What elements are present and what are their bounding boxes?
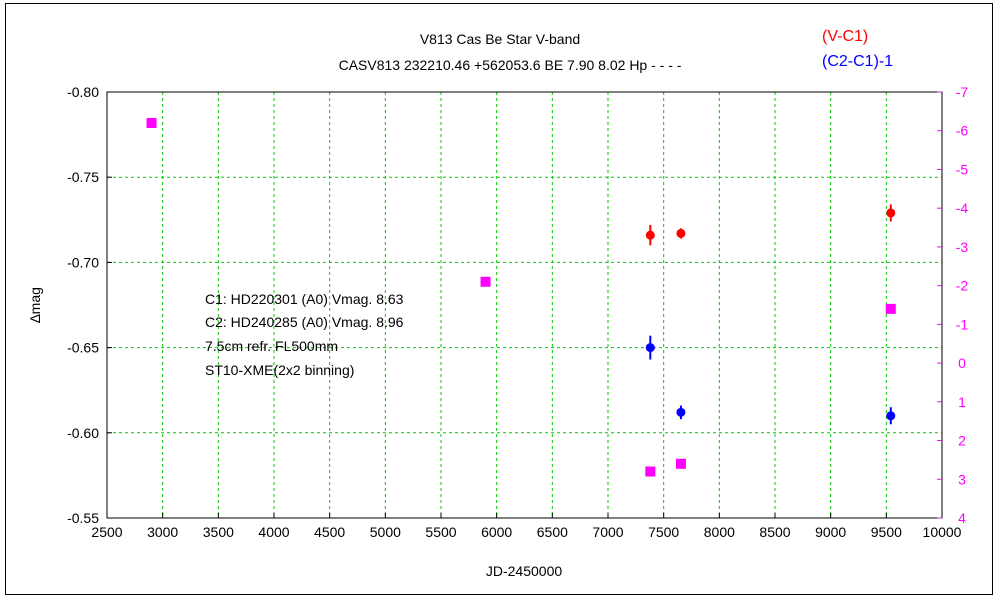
y-right-tick-label: -7 bbox=[956, 84, 969, 100]
point-c2-c1-1 bbox=[676, 407, 686, 417]
y-left-tick-label: -0.80 bbox=[67, 84, 99, 100]
point-v-c1 bbox=[645, 230, 655, 240]
point-hp bbox=[645, 466, 656, 477]
x-tick-label: 8500 bbox=[759, 524, 790, 540]
y-axis-label: ∆mag bbox=[27, 287, 43, 323]
chart-frame bbox=[5, 3, 993, 595]
y-left-tick-label: -0.65 bbox=[67, 340, 99, 356]
point-c2-c1-1 bbox=[645, 343, 655, 353]
y-right-tick-label: -5 bbox=[956, 161, 969, 177]
y-right-tick-label: -6 bbox=[956, 123, 969, 139]
annotation-camera: ST10-XME(2x2 binning) bbox=[205, 362, 354, 378]
point-v-c1 bbox=[676, 228, 686, 238]
x-tick-label: 7000 bbox=[592, 524, 623, 540]
x-tick-label: 5500 bbox=[425, 524, 456, 540]
point-c2-c1-1 bbox=[886, 411, 896, 421]
point-hp bbox=[480, 276, 491, 287]
x-tick-label: 4500 bbox=[314, 524, 345, 540]
x-axis-label: JD-2450000 bbox=[486, 563, 562, 579]
y-left-tick-label: -0.60 bbox=[67, 425, 99, 441]
chart-subtitle: CASV813 232210.46 +562053.6 BE 7.90 8.02… bbox=[339, 57, 682, 73]
point-v-c1 bbox=[886, 208, 896, 218]
plot-area bbox=[106, 91, 943, 519]
y-right-tick-label: 4 bbox=[958, 510, 966, 526]
y-right-tick-label: -2 bbox=[956, 278, 969, 294]
x-tick-label: 9500 bbox=[871, 524, 902, 540]
annotation-c2: C2: HD240285 (A0) Vmag. 8.96 bbox=[205, 314, 404, 330]
y-right-tick-label: 0 bbox=[958, 355, 966, 371]
y-right-tick-label: -1 bbox=[956, 316, 969, 332]
x-tick-label: 4000 bbox=[258, 524, 289, 540]
x-tick-label: 3500 bbox=[203, 524, 234, 540]
x-tick-label: 8000 bbox=[704, 524, 735, 540]
point-hp bbox=[146, 117, 157, 128]
chart-title: V813 Cas Be Star V-band bbox=[420, 31, 580, 47]
y-left-tick-label: -0.75 bbox=[67, 169, 99, 185]
data-marks bbox=[146, 117, 896, 477]
x-tick-label: 9000 bbox=[815, 524, 846, 540]
point-hp bbox=[675, 458, 686, 469]
annotation-c1: C1: HD220301 (A0) Vmag. 8.63 bbox=[205, 291, 404, 307]
x-tick-label: 10000 bbox=[923, 524, 962, 540]
y-left-tick-label: -0.70 bbox=[67, 254, 99, 270]
annotation-telescope: 7.5cm refr. FL500mm bbox=[205, 338, 338, 354]
x-tick-label: 5000 bbox=[370, 524, 401, 540]
x-tick-label: 6500 bbox=[537, 524, 568, 540]
legend-entry-c2-c1: (C2-C1)-1 bbox=[822, 53, 893, 70]
x-tick-label: 3000 bbox=[147, 524, 178, 540]
x-tick-label: 2500 bbox=[91, 524, 122, 540]
legend-entry-v-c1: (V-C1) bbox=[822, 28, 868, 45]
y-right-tick-label: 3 bbox=[958, 471, 966, 487]
point-hp bbox=[885, 303, 896, 314]
y-right-tick-label: 1 bbox=[958, 394, 966, 410]
x-tick-label: 7500 bbox=[648, 524, 679, 540]
ticks: 2500 3000 3500 4000 4500 5000 5500 6000 6500 7000… bbox=[67, 84, 968, 540]
y-right-tick-label: 2 bbox=[958, 433, 966, 449]
x-tick-label: 6000 bbox=[481, 524, 512, 540]
y-right-tick-label: -4 bbox=[956, 200, 969, 216]
y-right-tick-label: -3 bbox=[956, 239, 969, 255]
y-left-tick-label: -0.55 bbox=[67, 510, 99, 526]
